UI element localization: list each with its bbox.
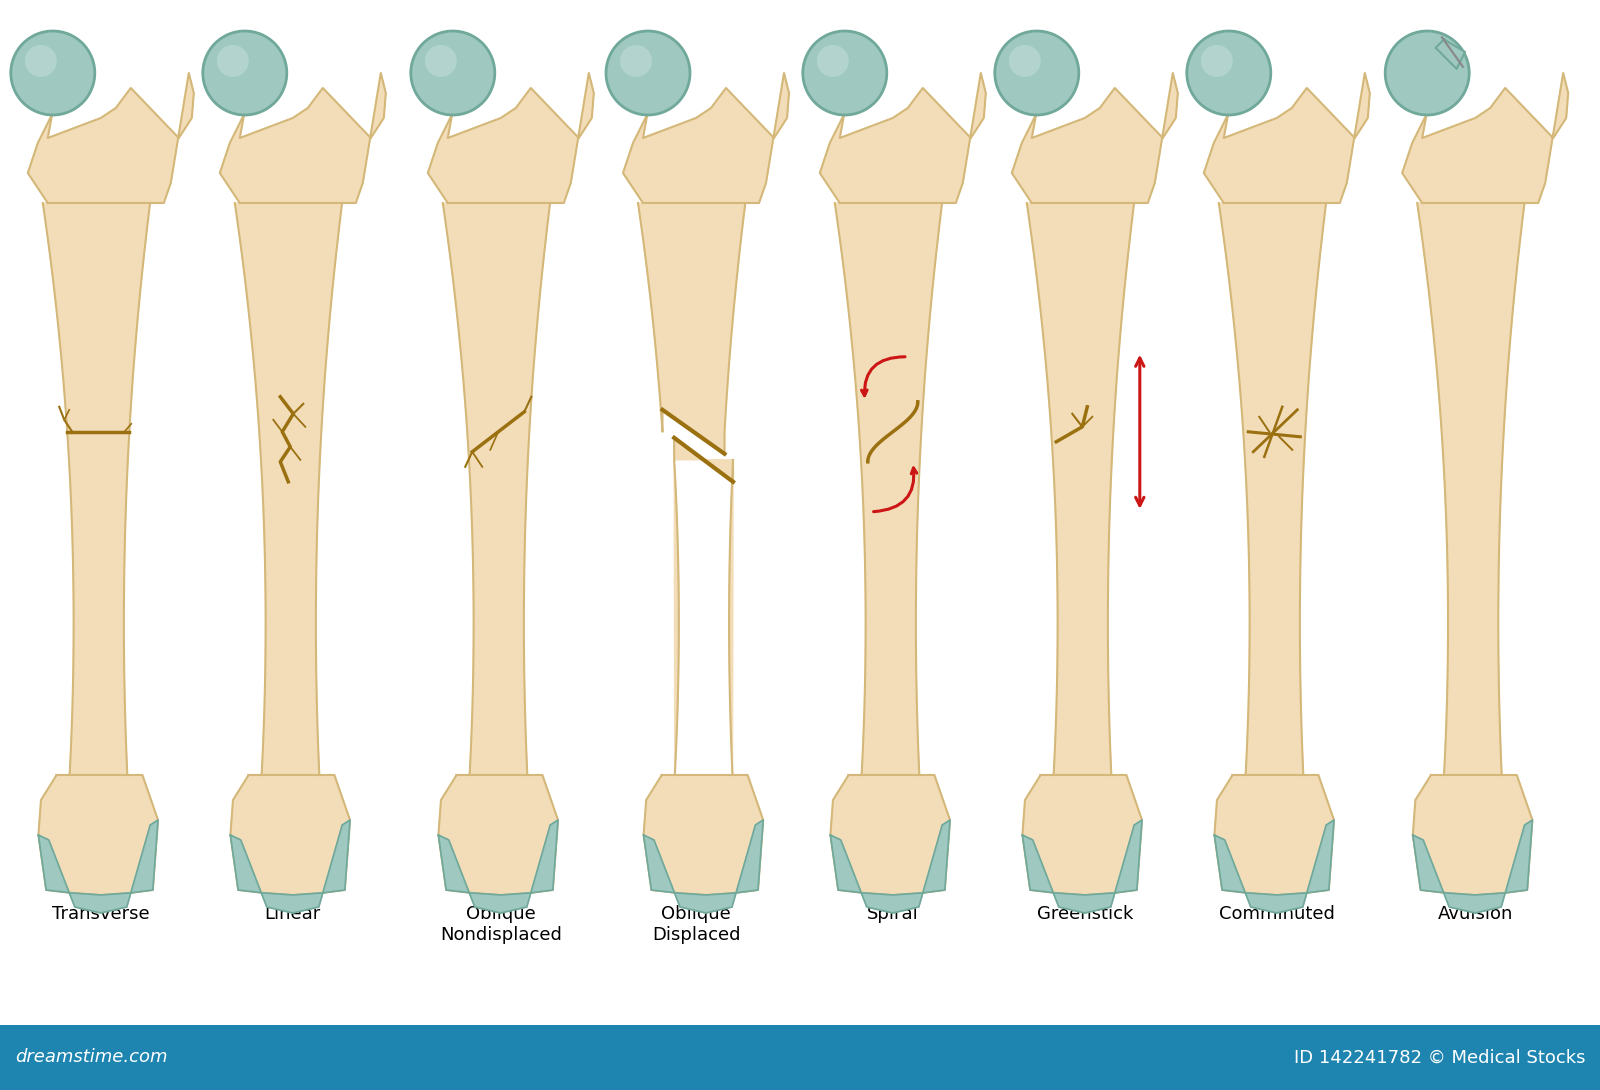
Polygon shape xyxy=(438,820,558,913)
Polygon shape xyxy=(1418,203,1525,775)
Polygon shape xyxy=(643,820,763,913)
Polygon shape xyxy=(622,73,789,203)
Polygon shape xyxy=(27,73,194,203)
Circle shape xyxy=(1386,31,1469,116)
Polygon shape xyxy=(443,203,550,775)
Polygon shape xyxy=(38,820,158,913)
Circle shape xyxy=(203,31,286,116)
Polygon shape xyxy=(1413,820,1533,913)
Polygon shape xyxy=(1435,39,1466,69)
Polygon shape xyxy=(219,73,386,203)
Polygon shape xyxy=(1214,820,1334,913)
Polygon shape xyxy=(1203,73,1370,203)
Text: Transverse: Transverse xyxy=(51,905,150,923)
Circle shape xyxy=(1010,45,1042,77)
Polygon shape xyxy=(643,775,763,895)
Polygon shape xyxy=(427,73,594,203)
Circle shape xyxy=(24,45,58,77)
Polygon shape xyxy=(438,775,558,895)
Polygon shape xyxy=(38,775,158,895)
Polygon shape xyxy=(835,203,942,775)
Circle shape xyxy=(995,31,1078,116)
Polygon shape xyxy=(1413,775,1533,895)
Bar xyxy=(0,1025,1600,1090)
Text: Linear: Linear xyxy=(264,905,322,923)
Polygon shape xyxy=(43,203,150,775)
Text: Spiral: Spiral xyxy=(867,905,918,923)
Text: Oblique
Nondisplaced: Oblique Nondisplaced xyxy=(440,905,562,944)
Text: Avulsion: Avulsion xyxy=(1437,905,1514,923)
Circle shape xyxy=(411,31,494,116)
Circle shape xyxy=(606,31,690,116)
Text: Oblique
Displaced: Oblique Displaced xyxy=(651,905,741,944)
Text: ID 142241782 © Medical Stocks: ID 142241782 © Medical Stocks xyxy=(1293,1049,1586,1066)
Polygon shape xyxy=(830,775,950,895)
Circle shape xyxy=(424,45,458,77)
Polygon shape xyxy=(1402,73,1568,203)
Circle shape xyxy=(216,45,250,77)
Circle shape xyxy=(621,45,653,77)
Polygon shape xyxy=(830,820,950,913)
Polygon shape xyxy=(638,203,746,453)
Polygon shape xyxy=(1214,775,1334,895)
Text: Greenstick: Greenstick xyxy=(1037,905,1133,923)
Polygon shape xyxy=(674,438,733,775)
Circle shape xyxy=(818,45,850,77)
Circle shape xyxy=(803,31,886,116)
Polygon shape xyxy=(819,73,986,203)
Text: dreamstime.com: dreamstime.com xyxy=(14,1049,168,1066)
Polygon shape xyxy=(230,775,350,895)
Polygon shape xyxy=(1011,73,1178,203)
Polygon shape xyxy=(1022,775,1142,895)
Polygon shape xyxy=(1027,203,1134,775)
Polygon shape xyxy=(1022,820,1142,913)
Circle shape xyxy=(1187,31,1270,116)
Polygon shape xyxy=(1219,203,1326,775)
Text: Comminuted: Comminuted xyxy=(1219,905,1334,923)
Polygon shape xyxy=(230,820,350,913)
Polygon shape xyxy=(235,203,342,775)
Circle shape xyxy=(1202,45,1234,77)
Circle shape xyxy=(11,31,94,116)
